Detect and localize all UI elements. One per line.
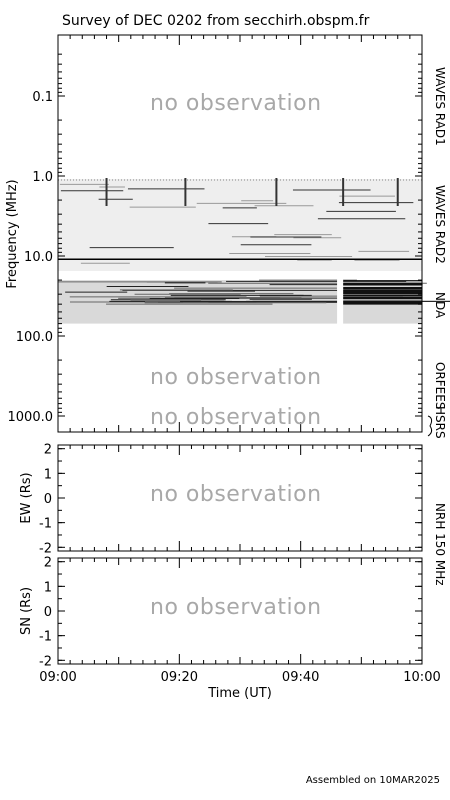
assembled-footer: Assembled on 10MAR2025 bbox=[306, 775, 440, 786]
panel1-time-ticks bbox=[57, 35, 423, 432]
sn-axis-label: SN (Rs) bbox=[19, 587, 34, 635]
time-axis-label: Time (UT) bbox=[207, 686, 272, 701]
pos-tick-label: -1 bbox=[39, 517, 52, 532]
ew-panel: 2 1 0 -1 -2 no observation EW (Rs) bbox=[19, 443, 423, 556]
sn-no-observation: no observation bbox=[150, 595, 322, 620]
freq-tick-label: 10.0 bbox=[24, 250, 53, 265]
ew-axis: 2 1 0 -1 -2 bbox=[39, 443, 423, 556]
time-tick-label: 10:00 bbox=[403, 670, 440, 685]
freq-tick-label: 1000.0 bbox=[8, 410, 54, 425]
pos-tick-label: 2 bbox=[44, 556, 52, 571]
ew-axis-label: EW (Rs) bbox=[19, 472, 34, 523]
spectrogram-panel: 0.1 1.0 10.0 100.0 1000.0 no observation no … bbox=[5, 34, 450, 439]
time-tick-label: 09:20 bbox=[161, 670, 198, 685]
nda-gap bbox=[337, 278, 344, 326]
pos-tick-label: 0 bbox=[44, 492, 52, 507]
frequency-axis: 0.1 1.0 10.0 100.0 1000.0 bbox=[8, 53, 422, 425]
spectrogram-marks bbox=[58, 178, 450, 326]
label-waves-rad1: WAVES RAD1 bbox=[433, 67, 447, 146]
pos-tick-label: 0 bbox=[44, 605, 52, 620]
ew-no-observation: no observation bbox=[150, 482, 322, 507]
time-tick-label: 09:00 bbox=[39, 670, 76, 685]
time-tick-label: 09:40 bbox=[282, 670, 319, 685]
orfees-no-observation: no observation bbox=[150, 365, 322, 390]
label-hsrs: HSRS bbox=[433, 406, 447, 439]
label-nrh: NRH 150 MHz bbox=[433, 503, 447, 586]
label-nda: NDA bbox=[433, 292, 447, 319]
pos-tick-label: -2 bbox=[39, 541, 52, 556]
hsrs-no-observation: no observation bbox=[150, 405, 322, 430]
pos-tick-label: -1 bbox=[39, 630, 52, 645]
figure-title: Survey of DEC 0202 from secchirh.obspm.f… bbox=[62, 13, 370, 29]
label-orfees: ORFEES bbox=[433, 362, 447, 409]
rad1-no-observation: no observation bbox=[150, 91, 322, 116]
waves-rad2-band bbox=[58, 179, 422, 271]
sn-axis: 2 1 0 -1 -2 bbox=[39, 556, 423, 669]
time-axis: 09:00 09:20 09:40 10:00 bbox=[39, 670, 440, 685]
freq-tick-label: 1.0 bbox=[32, 170, 53, 185]
sn-panel: 2 1 0 -1 -2 no observation SN (Rs) bbox=[19, 556, 423, 669]
pos-tick-label: -2 bbox=[39, 654, 52, 669]
frequency-axis-label: Frequency (MHz) bbox=[5, 179, 20, 288]
pos-tick-label: 2 bbox=[44, 443, 52, 458]
orfees-hsrs-bracket bbox=[427, 415, 433, 437]
freq-tick-label: 0.1 bbox=[32, 90, 53, 105]
label-waves-rad2: WAVES RAD2 bbox=[433, 185, 447, 264]
pos-tick-label: 1 bbox=[44, 467, 52, 482]
freq-tick-label: 100.0 bbox=[16, 330, 53, 345]
pos-tick-label: 1 bbox=[44, 580, 52, 595]
